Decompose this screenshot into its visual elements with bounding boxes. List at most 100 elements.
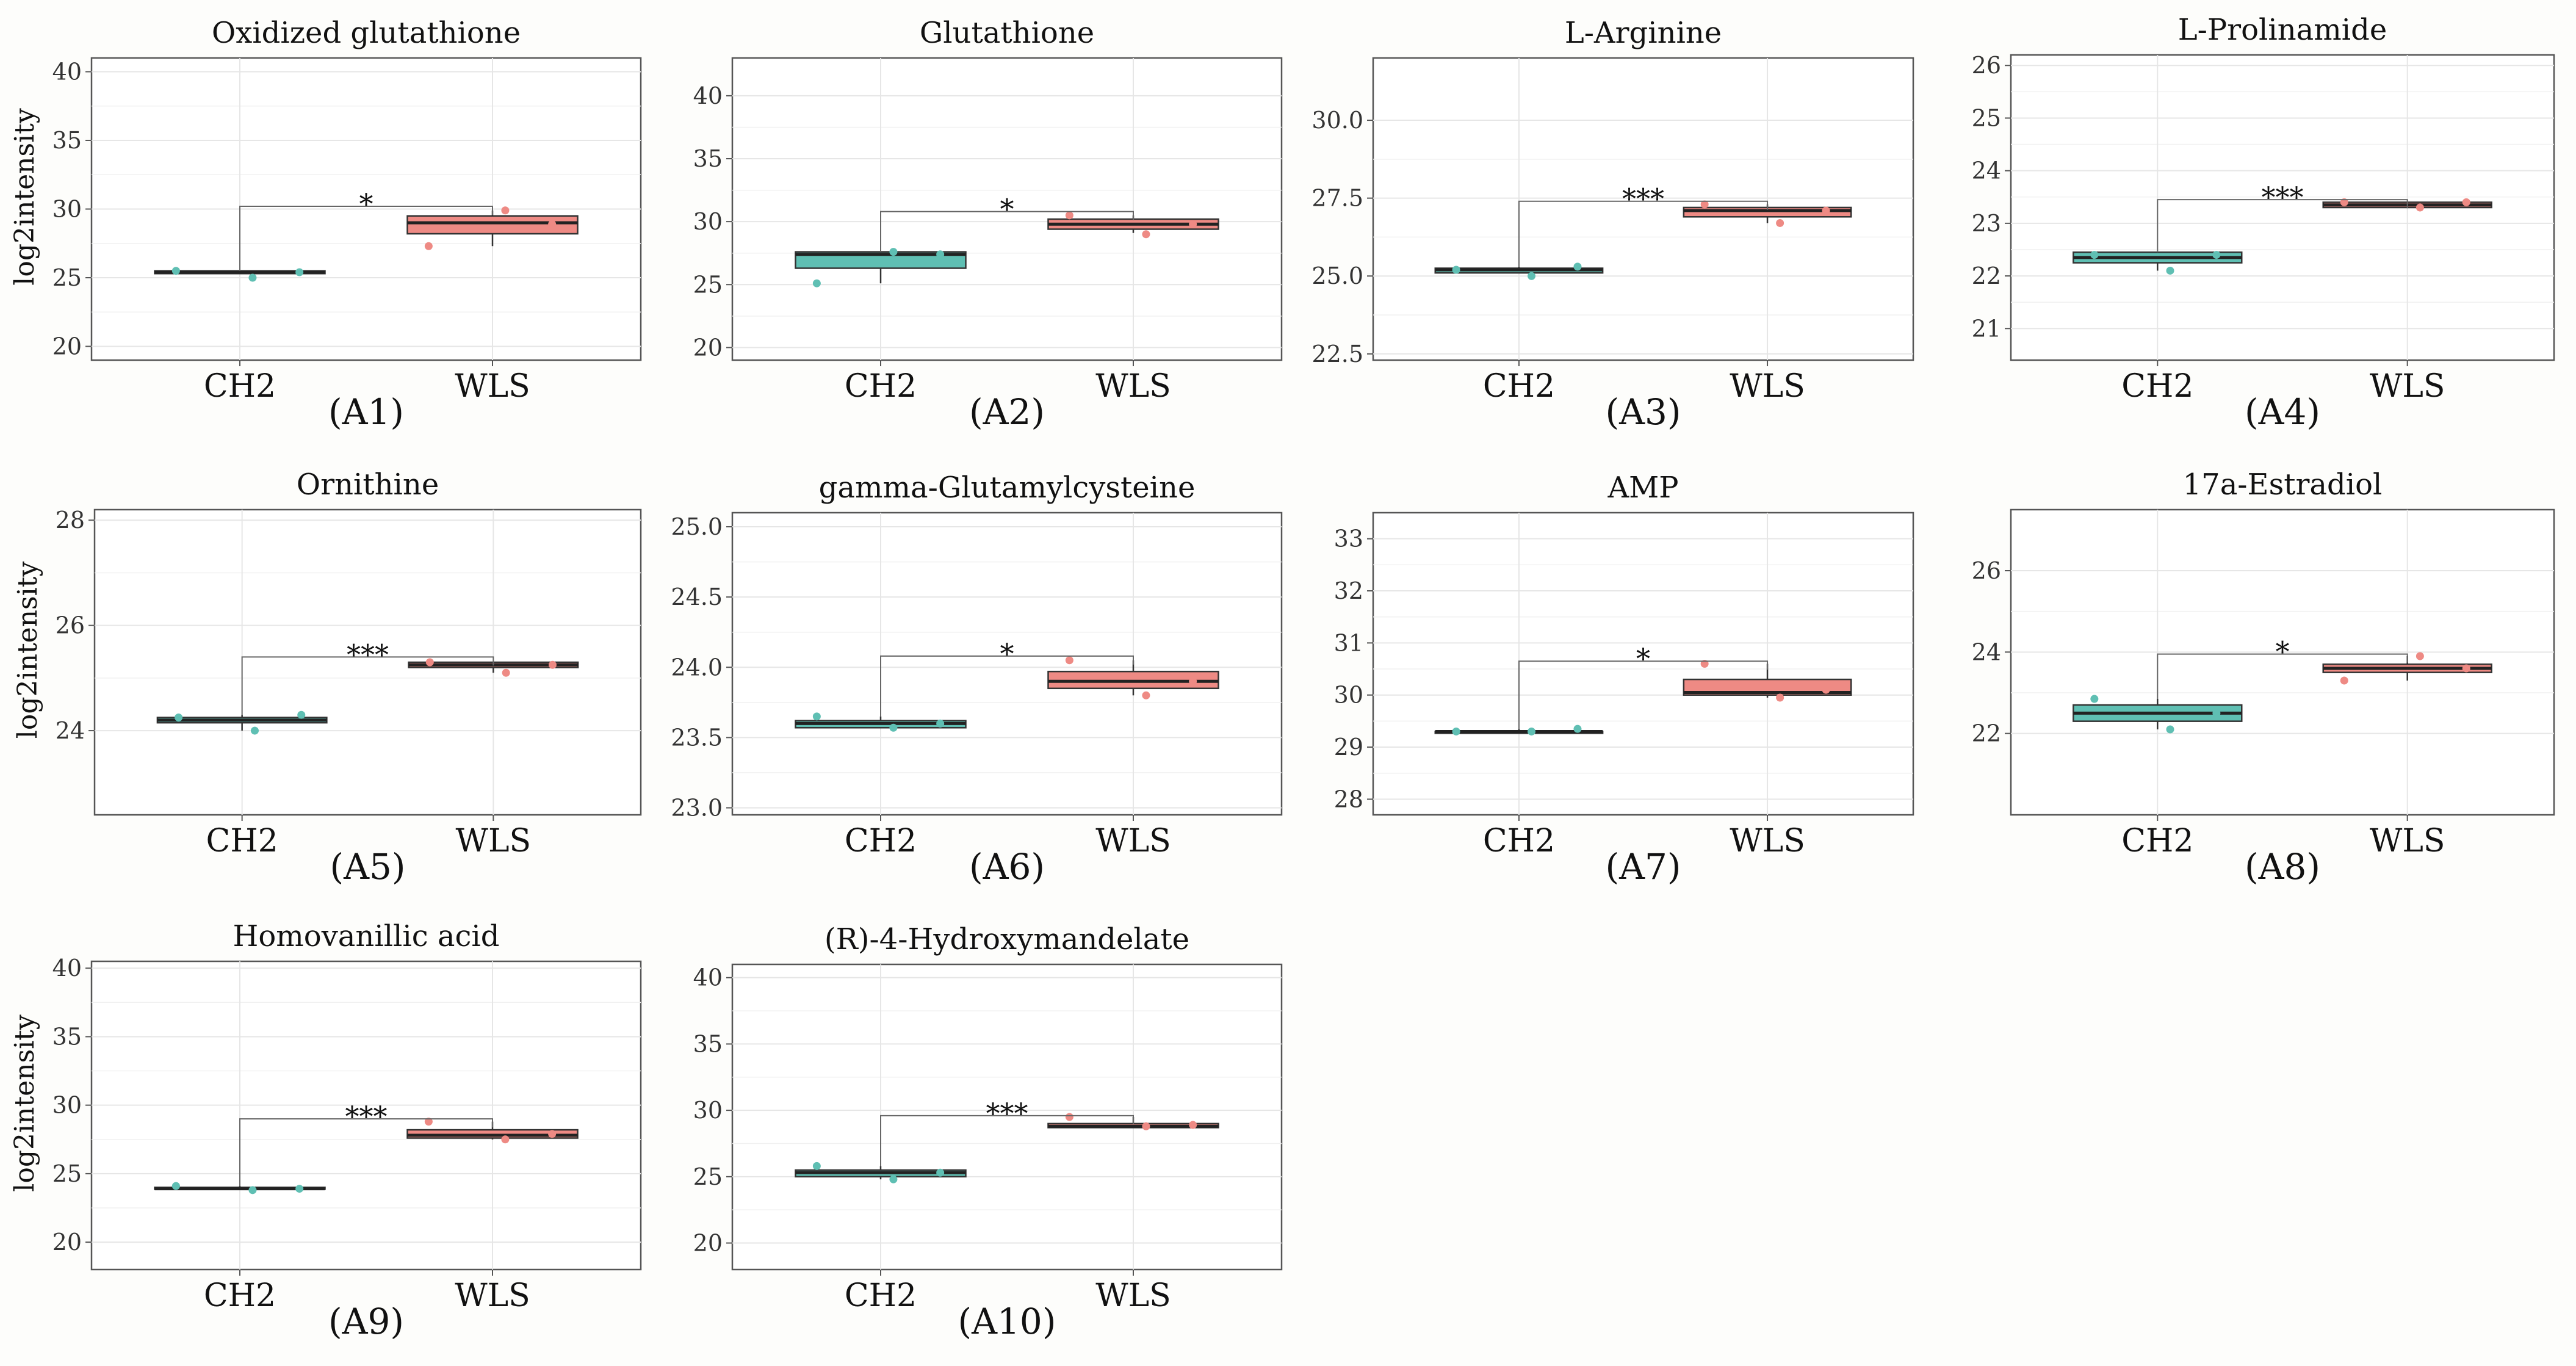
y-tick-label: 21 [1972, 315, 2001, 342]
data-point-WLS [548, 220, 557, 228]
data-point-WLS [1065, 656, 1073, 665]
y-tick-label: 20 [52, 333, 82, 360]
x-tick-label: WLS [1095, 823, 1171, 859]
plot-frame [731, 511, 1283, 816]
data-point-CH2 [1528, 272, 1536, 280]
data-point-WLS [1822, 685, 1830, 694]
data-point-WLS [1700, 660, 1709, 668]
data-point-CH2 [297, 710, 306, 719]
data-point-CH2 [250, 726, 259, 735]
y-tick-label: 25 [52, 264, 82, 291]
x-tick-label: CH2 [2121, 823, 2193, 859]
data-point-CH2 [2166, 725, 2174, 734]
data-point-WLS [2462, 664, 2470, 673]
data-point-CH2 [295, 1185, 304, 1193]
significance-bracket [241, 656, 494, 715]
y-tick-label: 25.0 [671, 513, 723, 540]
x-tick-label: WLS [2370, 823, 2445, 859]
panel-label: (A8) [2245, 846, 2320, 887]
y-tick-label: 40 [693, 82, 723, 109]
data-point-WLS [501, 206, 510, 215]
data-point-CH2 [248, 1186, 257, 1194]
data-point-WLS [1822, 206, 1830, 215]
data-point-CH2 [936, 719, 945, 728]
x-tick-label: WLS [2370, 368, 2445, 405]
data-point-WLS [2462, 198, 2470, 206]
data-point-CH2 [812, 279, 821, 287]
x-tick-label: CH2 [204, 1277, 276, 1314]
chart-title: L-Prolinamide [2178, 13, 2387, 47]
y-tick-label: 30 [693, 1097, 723, 1124]
data-point-WLS [424, 242, 433, 250]
data-point-CH2 [1452, 266, 1460, 274]
x-tick-label: WLS [1730, 823, 1805, 859]
significance-bracket [239, 1118, 493, 1187]
significance-bracket [2157, 653, 2408, 699]
chart-title: 17a-Estradiol [2183, 468, 2383, 502]
x-tick-label: WLS [1095, 368, 1171, 405]
plot-frame [1372, 511, 1914, 816]
y-tick-label: 26 [1972, 52, 2001, 79]
y-tick-label: 22 [1972, 262, 2001, 289]
panel-label: (A7) [1605, 846, 1681, 887]
y-tick-label: 30 [693, 208, 723, 235]
panel-A10: 20 25 30 35 40 *** CH2 WLS (R)-4-Hydroxymandelat… [693, 922, 1283, 1342]
data-point-CH2 [1573, 725, 1582, 733]
significance-bracket [880, 655, 1134, 717]
data-point-WLS [502, 668, 510, 677]
panel-label: (A3) [1605, 391, 1681, 433]
chart-title: L-Arginine [1565, 16, 1722, 50]
y-tick-label: 32 [1334, 577, 1363, 604]
y-tick-label: 31 [1334, 629, 1363, 656]
panel-label: (A1) [328, 391, 404, 433]
y-tick-label: 23 [1972, 210, 2001, 237]
y-tick-label: 40 [52, 955, 82, 981]
data-point-CH2 [936, 1168, 945, 1177]
panel-label: (A6) [969, 846, 1045, 887]
y-tick-label: 29 [1334, 734, 1363, 761]
y-tick-label: 40 [693, 964, 723, 991]
data-point-CH2 [1528, 727, 1536, 735]
panel-A8: 22 24 26 * CH2 WLS 17a-Estradiol (A8) [1972, 468, 2555, 887]
x-tick-label: WLS [1730, 368, 1805, 405]
significance-label: *** [345, 1100, 388, 1133]
data-point-CH2 [889, 1175, 898, 1184]
data-point-WLS [548, 1130, 557, 1138]
data-point-WLS [501, 1135, 510, 1144]
panel-label: (A10) [958, 1301, 1056, 1342]
y-tick-label: 30.0 [1311, 107, 1363, 134]
panel-A4: 21 22 23 24 25 26 *** CH2 WLS L-Prolinamide (A4) [1972, 13, 2555, 433]
data-point-CH2 [812, 712, 821, 721]
panel-A7: 28 29 30 31 32 33 * CH2 WLS AMP (A7) [1334, 471, 1914, 887]
data-point-WLS [1142, 230, 1150, 239]
significance-label: * [2276, 635, 2290, 668]
significance-bracket [1518, 200, 1769, 267]
data-point-WLS [1065, 211, 1073, 220]
plot-frame [731, 57, 1283, 361]
y-tick-label: 20 [52, 1229, 82, 1256]
y-tick-label: 26 [1972, 557, 2001, 584]
data-point-WLS [1189, 1121, 1197, 1129]
chart-title: gamma-Glutamylcysteine [819, 471, 1196, 505]
data-point-WLS [2340, 676, 2348, 685]
y-tick-label: 24.0 [671, 654, 723, 681]
data-point-CH2 [936, 250, 945, 259]
panel-A5: 24 26 28 *** CH2 WLS Ornithine log2intensity (A5… [12, 468, 642, 887]
y-axis-label: log2intensity [9, 1014, 40, 1192]
y-tick-label: 23.5 [671, 724, 723, 751]
y-tick-label: 25 [52, 1160, 82, 1187]
data-point-WLS [1142, 691, 1150, 699]
chart-title: Homovanillic acid [233, 919, 500, 953]
y-tick-label: 30 [52, 196, 82, 223]
data-point-CH2 [2166, 266, 2174, 275]
x-tick-label: CH2 [2121, 368, 2193, 405]
y-tick-label: 24.5 [671, 584, 723, 610]
y-tick-label: 30 [1334, 682, 1363, 709]
significance-label: *** [347, 638, 389, 671]
y-axis-label: log2intensity [12, 562, 43, 739]
y-tick-label: 25 [693, 1163, 723, 1190]
data-point-CH2 [889, 723, 898, 732]
y-tick-label: 35 [693, 145, 723, 172]
x-tick-label: CH2 [204, 368, 276, 405]
